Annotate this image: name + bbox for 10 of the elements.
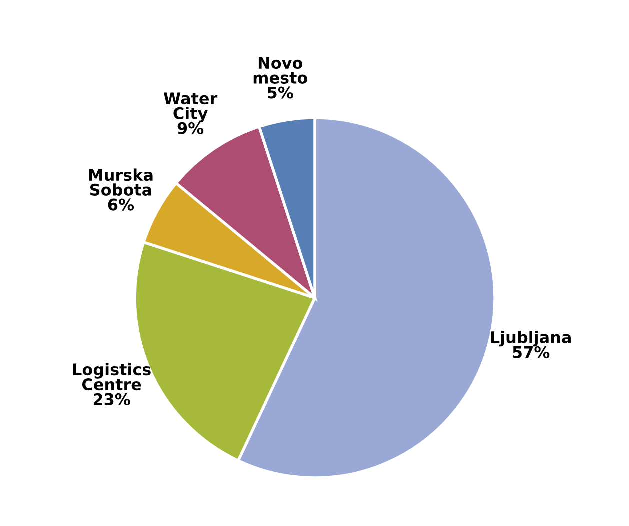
data-label: 6% xyxy=(108,198,134,211)
slice-label: Logistics Centre xyxy=(73,363,151,391)
data-label: 9% xyxy=(178,122,204,134)
data-label: 23% xyxy=(94,393,130,406)
slice-label: Murska Sobota xyxy=(89,168,153,196)
slice-label: Water City xyxy=(164,92,218,123)
data-label: 5% xyxy=(268,86,294,99)
data-label: 57% xyxy=(513,346,550,358)
slice-label: Novo mesto xyxy=(254,57,308,84)
slice-label: Ljubljana xyxy=(491,331,571,347)
